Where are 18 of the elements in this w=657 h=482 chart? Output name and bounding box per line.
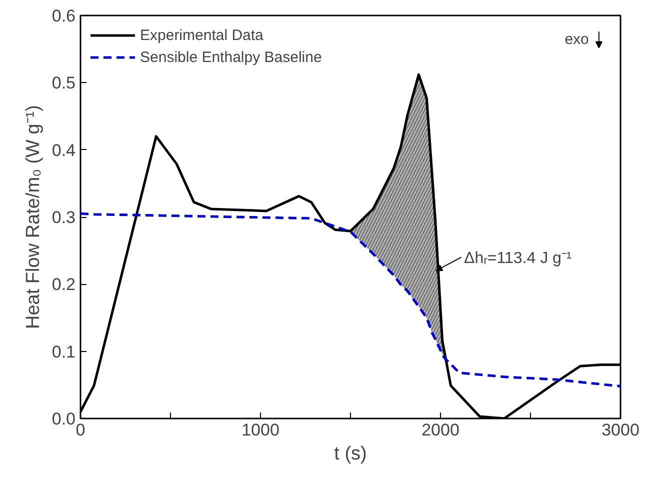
y-tick-label: 0.1 <box>52 342 76 362</box>
x-tick-label: 0 <box>76 420 86 440</box>
y-tick-label: 0.2 <box>52 275 76 294</box>
legend-label: Experimental Data <box>140 26 264 44</box>
x-tick-label: 1000 <box>242 420 280 440</box>
annotation: Δhᵣ=113.4 J g⁻¹ <box>464 250 572 268</box>
legend-label: Sensible Enthalpy Baseline <box>140 48 322 66</box>
x-tick-label: 3000 <box>602 420 640 440</box>
line-series <box>80 212 620 388</box>
y-tick-label: 0.0 <box>52 410 76 428</box>
y-tick-label: 0.5 <box>52 74 76 93</box>
x-tick-label: 2000 <box>422 420 460 440</box>
x-axis-title: t (s) <box>334 444 367 464</box>
y-tick-label: 0.4 <box>52 140 76 160</box>
y-axis-title: Heat Flow Rate/m₀ (W g⁻¹) <box>22 105 44 329</box>
y-tick-label: 0.6 <box>52 6 76 26</box>
annotation: exo <box>564 31 589 48</box>
y-tick-label: 0.3 <box>52 208 76 227</box>
